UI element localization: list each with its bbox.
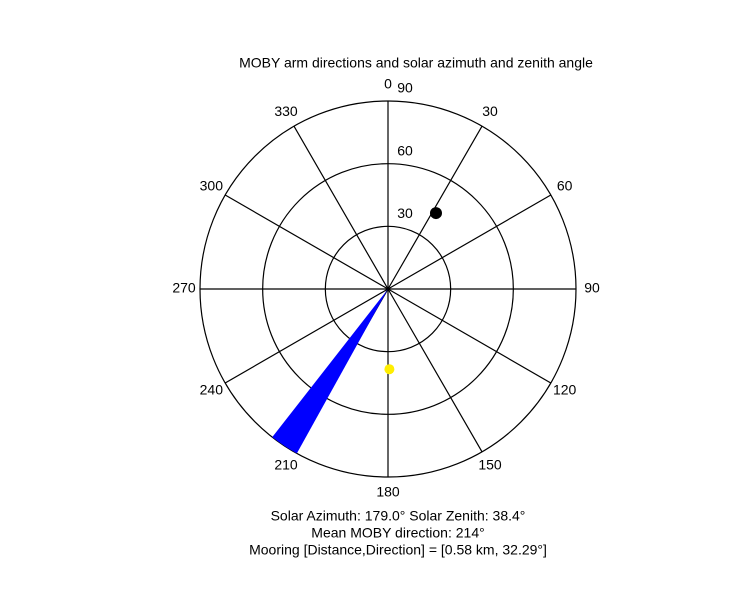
theta-tick-label: 300	[200, 178, 224, 194]
theta-tick-label: 180	[376, 484, 400, 500]
theta-tick-label: 30	[482, 103, 498, 119]
point	[384, 364, 395, 375]
annotation: Solar Azimuth: 179.0° Solar Zenith: 38.4…	[271, 508, 526, 524]
theta-tick-label: 270	[172, 280, 196, 296]
r-tick-label: 60	[397, 142, 413, 158]
spoke	[224, 194, 389, 290]
annotation: Mooring [Distance,Direction] = [0.58 km,…	[249, 542, 547, 558]
theta-tick-label: 0	[384, 76, 392, 92]
theta-tick-label: 210	[274, 456, 298, 472]
ring	[324, 225, 452, 353]
spoke	[387, 194, 552, 290]
r-tick-label: 30	[397, 205, 413, 221]
theta-tick-label: 240	[200, 382, 224, 398]
theta-tick-label: 90	[584, 280, 600, 296]
spoke	[387, 288, 552, 384]
theta-tick-label: 120	[553, 382, 577, 398]
annotation: Mean MOBY direction: 214°	[311, 525, 484, 541]
theta-tick-label: 60	[557, 178, 573, 194]
ring	[262, 163, 514, 415]
theta-tick-label: 330	[274, 103, 298, 119]
sector	[272, 289, 388, 454]
spoke	[224, 288, 389, 384]
point	[429, 207, 442, 220]
r-tick-label: 90	[397, 80, 413, 96]
chart-title: MOBY arm directions and solar azimuth an…	[239, 55, 593, 71]
spoke	[293, 125, 389, 290]
spoke	[387, 288, 483, 453]
ring	[199, 100, 577, 478]
theta-tick-label: 150	[478, 456, 502, 472]
